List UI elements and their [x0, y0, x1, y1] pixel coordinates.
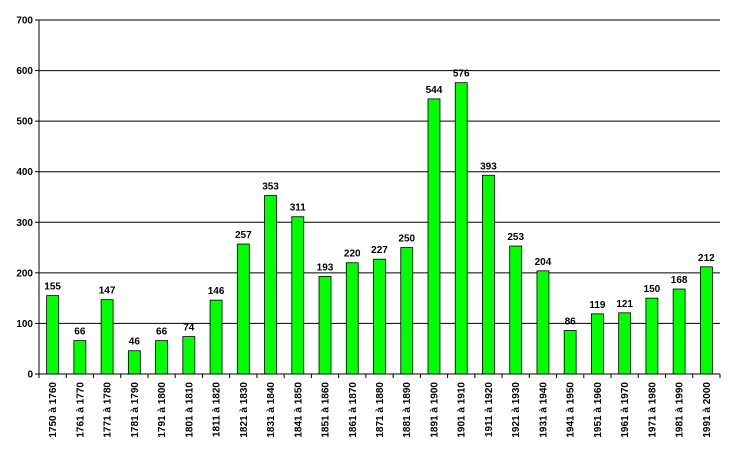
bar: [182, 336, 196, 375]
bar: [155, 340, 168, 375]
value-label: 212: [698, 253, 715, 264]
bar: [291, 216, 305, 375]
value-label: 544: [426, 85, 443, 96]
value-label: 576: [453, 69, 470, 80]
x-tick-label: 1831 à 1840: [266, 382, 277, 438]
bar: [318, 275, 332, 375]
x-tick-label: 1931 à 1940: [538, 382, 549, 438]
x-tick-label: 1811 à 1820: [212, 382, 223, 437]
bar: [236, 243, 250, 375]
bar: [563, 330, 577, 375]
value-label: 119: [589, 300, 606, 311]
bar: [373, 258, 386, 375]
bar: [127, 350, 141, 375]
value-label: 250: [398, 234, 415, 245]
x-tick-label: 1941 à 1950: [566, 382, 577, 438]
bar: [509, 245, 523, 375]
bar: [100, 299, 114, 375]
value-label: 257: [235, 230, 252, 241]
value-label: 353: [262, 181, 279, 192]
x-tick-label: 1821 à 1830: [239, 382, 250, 438]
y-tick-label: 200: [16, 268, 33, 279]
value-label: 146: [208, 286, 225, 297]
bar: [672, 288, 686, 375]
value-label: 220: [344, 249, 361, 260]
value-label: 66: [74, 327, 86, 338]
value-label: 74: [183, 323, 195, 334]
y-tick-label: 700: [16, 16, 33, 27]
bar: [536, 270, 550, 375]
bar: [645, 297, 659, 375]
x-tick-label: 1801 à 1810: [184, 382, 195, 438]
value-label: 121: [616, 299, 633, 310]
value-label: 66: [156, 327, 168, 338]
x-tick-label: 1961 à 1970: [620, 382, 631, 438]
x-tick-label: 1761 à 1770: [75, 382, 86, 438]
x-tick-label: 1891 à 1900: [429, 382, 440, 438]
x-tick-label: 1861 à 1870: [348, 382, 359, 438]
x-tick-label: 1791 à 1800: [157, 382, 168, 438]
x-tick-label: 1951 à 1960: [593, 382, 604, 438]
value-label: 311: [290, 203, 307, 214]
bar: [264, 195, 277, 375]
value-label: 150: [644, 284, 661, 295]
value-label: 46: [129, 337, 141, 348]
x-tick-label: 1841 à 1850: [293, 382, 304, 438]
x-tick-label: 1750 à 1760: [48, 382, 59, 438]
x-tick-label: 1771 à 1780: [103, 382, 114, 438]
y-tick-label: 400: [16, 167, 33, 178]
bar: [699, 266, 713, 375]
value-label: 253: [507, 232, 524, 243]
y-tick-label: 300: [16, 218, 33, 229]
bar: [454, 82, 468, 375]
x-tick-label: 1781 à 1790: [130, 382, 141, 438]
bar: [209, 299, 223, 375]
y-tick-label: 600: [16, 66, 33, 77]
bar: [400, 247, 414, 375]
x-tick-label: 1881 à 1890: [402, 382, 413, 438]
value-label: 168: [671, 275, 688, 286]
x-tick-label: 1851 à 1860: [321, 382, 332, 438]
value-label: 86: [565, 317, 577, 328]
bar: [73, 340, 87, 375]
bar: [482, 174, 495, 375]
value-label: 193: [317, 262, 334, 273]
y-tick-label: 100: [16, 319, 33, 330]
y-tick-label: 500: [16, 117, 33, 128]
x-tick-label: 1921 à 1930: [511, 382, 522, 438]
value-label: 155: [44, 282, 61, 293]
x-tick-label: 1981 à 1990: [675, 382, 686, 438]
value-label: 227: [371, 245, 388, 256]
bar: [46, 295, 60, 375]
value-label: 204: [535, 257, 552, 268]
value-label: 147: [99, 286, 116, 297]
x-tick-label: 1991 à 2000: [702, 382, 713, 438]
bar: [345, 262, 359, 375]
x-tick-label: 1971 à 1980: [647, 382, 658, 438]
y-tick-label: 0: [27, 370, 33, 381]
bar: [427, 98, 441, 375]
bar: [591, 313, 604, 375]
x-tick-label: 1901 à 1910: [457, 382, 468, 438]
x-tick-label: 1911 à 1920: [484, 382, 495, 437]
value-label: 393: [480, 161, 497, 172]
x-tick-label: 1871 à 1880: [375, 382, 386, 438]
bar: [618, 312, 632, 375]
